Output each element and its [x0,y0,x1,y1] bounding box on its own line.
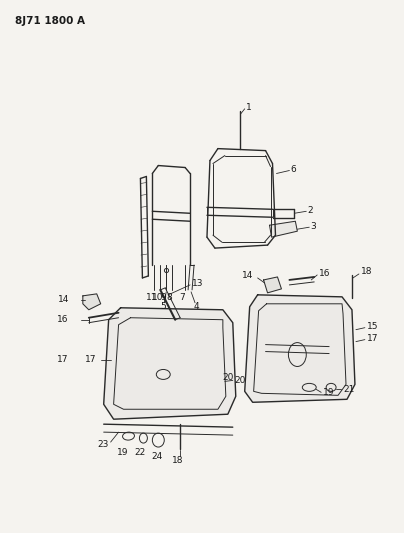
Text: 3: 3 [310,222,316,231]
Polygon shape [83,294,101,310]
Text: 8: 8 [166,293,172,302]
Text: 17: 17 [367,334,379,343]
Polygon shape [104,308,236,419]
Text: 2: 2 [307,206,313,215]
Polygon shape [245,295,355,402]
Text: 13: 13 [192,279,204,288]
Text: 1: 1 [246,103,251,112]
Text: 21: 21 [343,385,354,394]
Text: 17: 17 [85,355,97,364]
Text: 9: 9 [160,293,166,302]
Text: 8J71 1800 A: 8J71 1800 A [15,17,85,26]
Text: 15: 15 [367,322,379,331]
Text: 14: 14 [57,295,69,304]
Text: 23: 23 [97,440,108,449]
Text: 14: 14 [242,271,254,280]
Text: 7: 7 [179,293,185,302]
Text: 16: 16 [319,270,331,278]
Text: 19: 19 [323,388,335,397]
Polygon shape [263,277,282,293]
Text: 17: 17 [57,355,69,364]
Text: 16: 16 [57,315,69,324]
Text: 18: 18 [173,456,184,465]
Text: 4: 4 [194,302,200,311]
Text: 20: 20 [222,373,233,382]
Text: 5: 5 [160,302,166,311]
Polygon shape [269,221,297,237]
Text: 19: 19 [117,448,128,457]
Text: 24: 24 [152,451,163,461]
Text: 6: 6 [290,165,296,174]
Text: 22: 22 [135,448,146,457]
Text: 18: 18 [361,268,372,277]
Text: 20: 20 [235,376,246,385]
Text: 10: 10 [152,293,163,302]
Text: 11: 11 [145,293,157,302]
